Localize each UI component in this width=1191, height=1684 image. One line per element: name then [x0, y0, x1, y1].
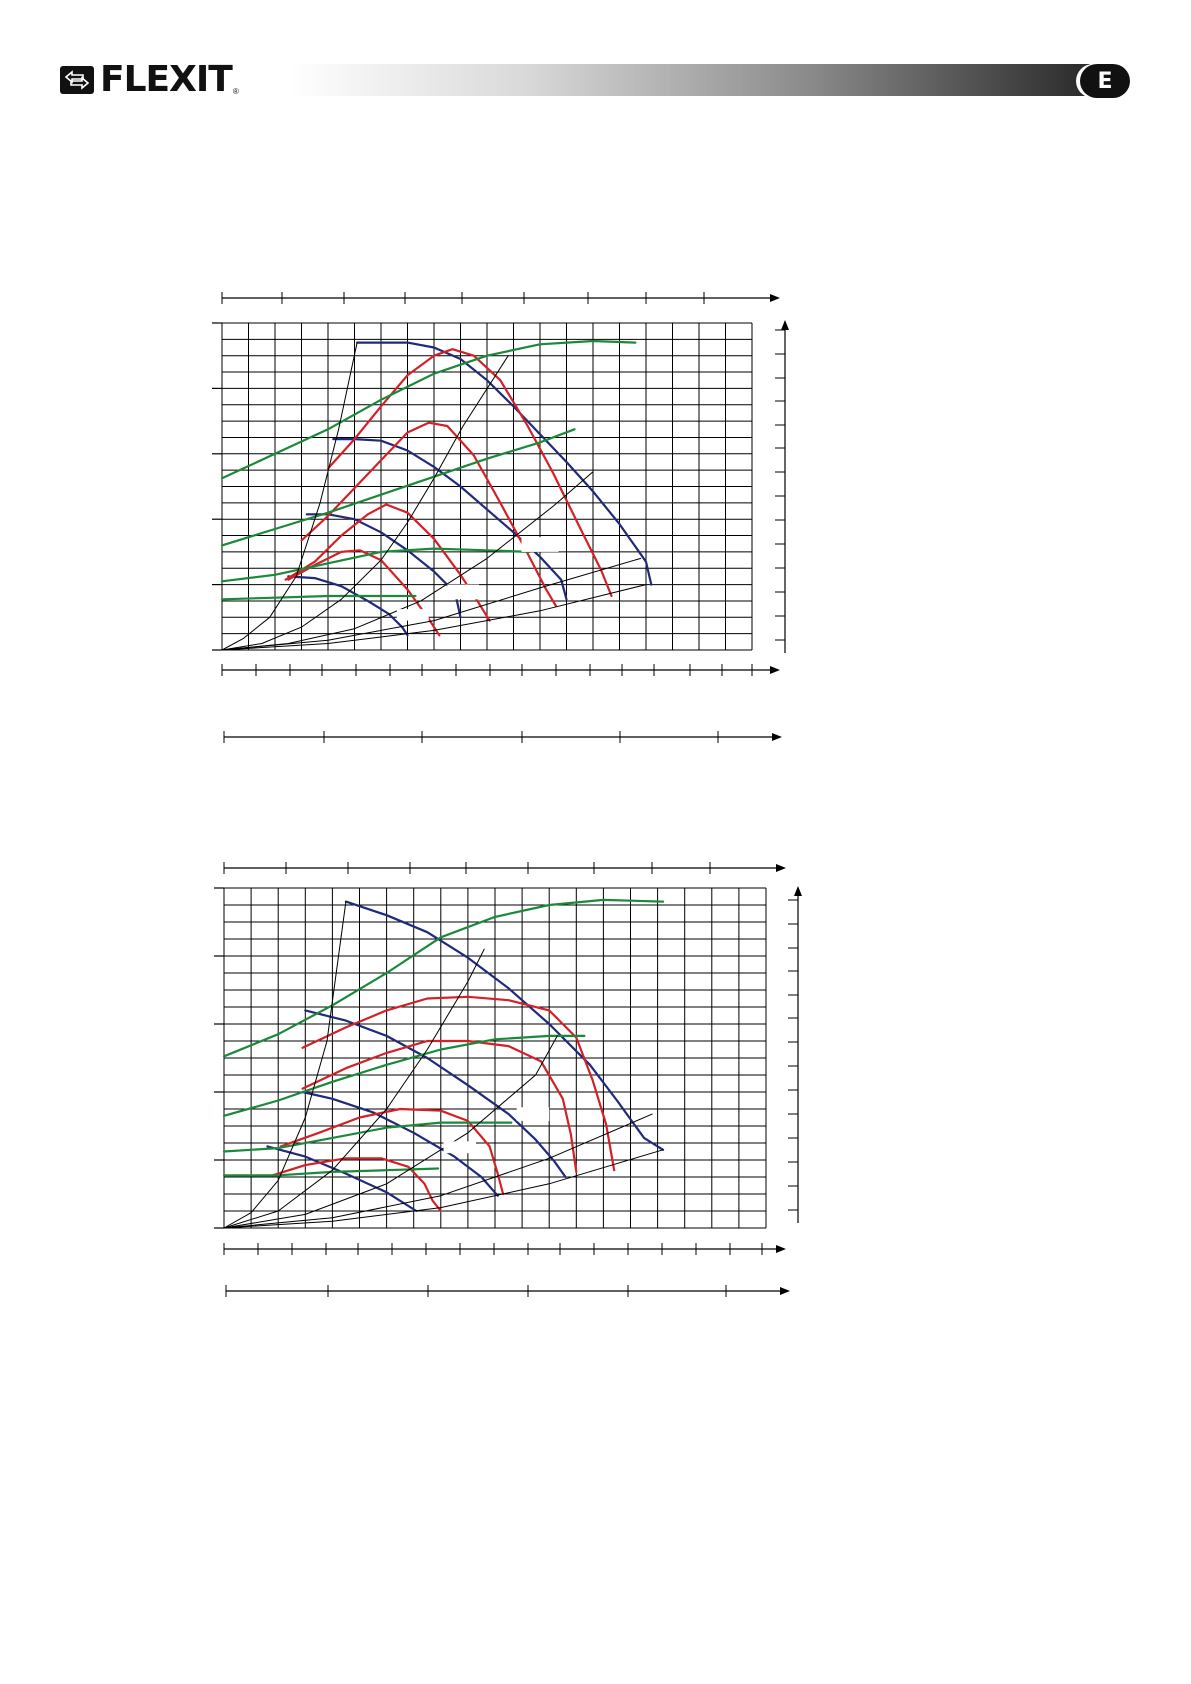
flexit-logo: FLEXIT ®	[60, 62, 260, 98]
system-curve	[221, 342, 358, 651]
flexit-arrows-icon	[60, 66, 94, 94]
green-curve	[220, 428, 576, 547]
green-curve	[220, 339, 637, 480]
red-curve	[300, 421, 557, 607]
right-axis	[775, 320, 789, 653]
red-curve	[271, 1157, 442, 1213]
bottom-axis-arrow	[776, 1245, 786, 1253]
top-axis	[223, 862, 786, 874]
red-curve	[284, 503, 491, 622]
blue-curve	[305, 513, 462, 619]
green-curve	[222, 898, 665, 1058]
fan-curve-chart-1	[212, 292, 789, 743]
secondary-bottom-axis	[223, 731, 782, 743]
language-badge: E	[1080, 64, 1130, 98]
system-curve	[223, 1035, 558, 1229]
green-curve	[222, 1034, 586, 1117]
brand-name: FLEXIT	[100, 59, 233, 100]
top-axis-arrow	[776, 864, 786, 872]
label-mask	[516, 1107, 550, 1121]
blue-curve	[266, 1145, 418, 1213]
system-curve	[223, 901, 347, 1229]
label-mask	[443, 1141, 477, 1154]
secondary-bottom-axis	[225, 1285, 790, 1297]
system-curve	[221, 584, 647, 651]
top-axis	[221, 292, 780, 304]
blue-curve	[332, 438, 568, 601]
green-curve	[220, 594, 417, 601]
curves	[222, 898, 665, 1229]
bottom-axis-arrow	[770, 666, 780, 674]
label-mask	[447, 584, 480, 600]
system-curve	[223, 948, 485, 1229]
red-curve	[279, 1107, 505, 1196]
red-curve	[301, 1039, 578, 1173]
green-curve	[222, 1121, 513, 1153]
red-curve	[301, 995, 616, 1172]
plot-grid	[221, 322, 753, 651]
secondary-bottom-axis-arrow	[772, 733, 782, 741]
bottom-axis	[221, 664, 780, 676]
blue-curve	[301, 1090, 499, 1197]
blue-curve	[287, 575, 409, 637]
system-curve	[223, 1149, 664, 1229]
right-axis-arrow	[794, 886, 802, 896]
red-curve	[326, 348, 613, 598]
bottom-axis	[223, 1243, 786, 1255]
green-curve	[222, 1167, 440, 1177]
system-curve	[221, 355, 509, 651]
green-curve	[220, 547, 531, 583]
right-axis-arrow	[781, 320, 789, 330]
top-axis-arrow	[770, 294, 780, 302]
header-gradient-bar	[290, 64, 1090, 96]
curves	[220, 339, 653, 651]
label-mask	[521, 537, 559, 552]
right-axis	[788, 886, 802, 1223]
blue-curve	[356, 341, 653, 586]
registered-mark: ®	[232, 87, 239, 96]
blue-curve	[304, 1009, 567, 1179]
label-mask	[396, 609, 429, 621]
fan-curve-chart-2	[214, 862, 802, 1297]
page-header: FLEXIT ® E	[0, 0, 1191, 120]
secondary-bottom-axis-arrow	[780, 1287, 790, 1295]
system-curve	[221, 557, 642, 651]
system-curve	[223, 1113, 653, 1229]
